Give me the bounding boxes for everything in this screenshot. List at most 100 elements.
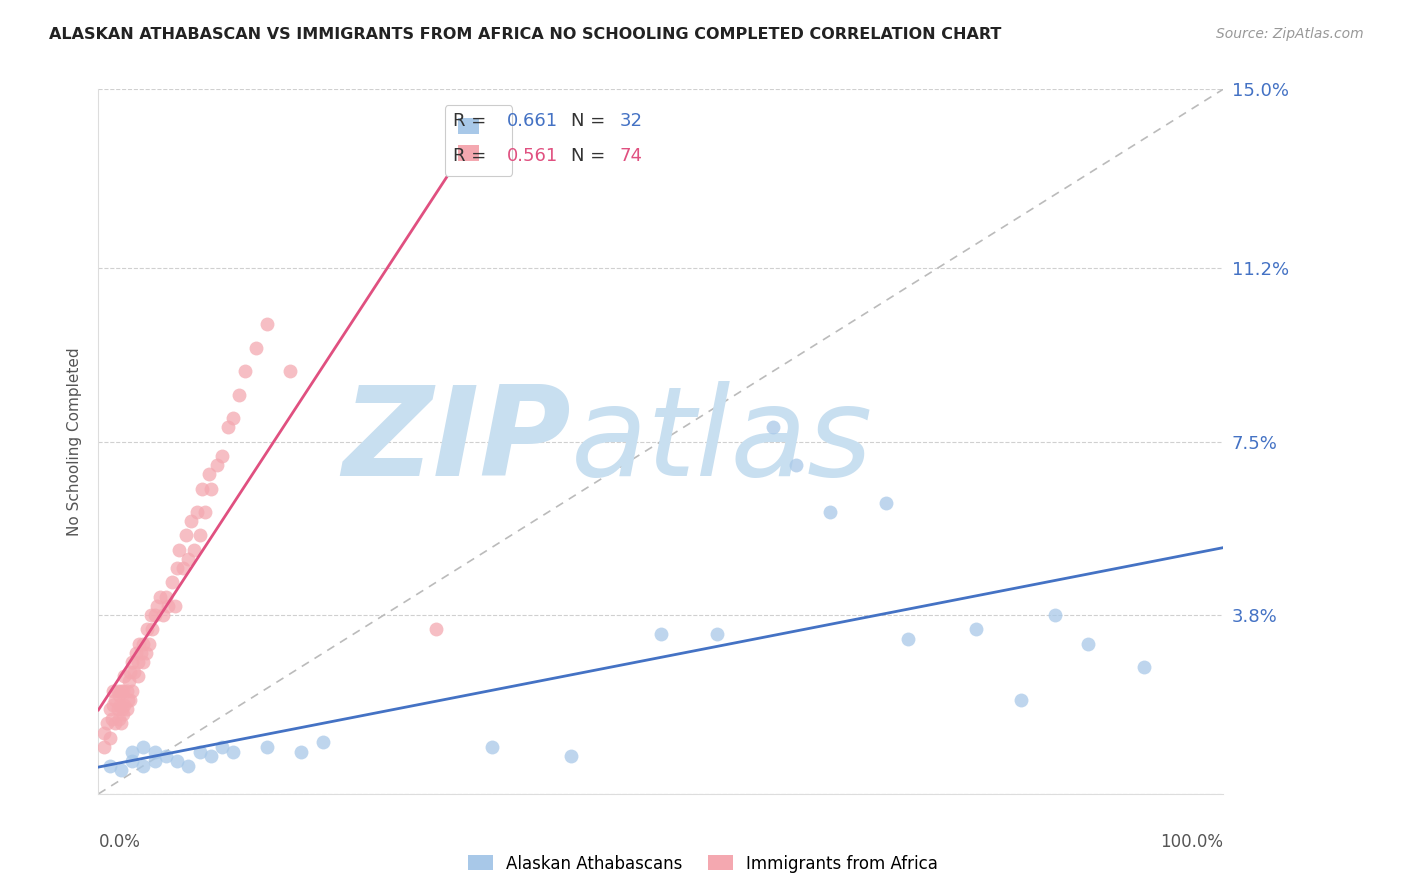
Point: [217, 420, 239, 434]
Point: [132, 739, 155, 754]
Point: [127, 669, 149, 683]
Point: [146, 599, 169, 613]
Point: [1043, 608, 1066, 623]
Text: R =: R =: [453, 112, 492, 130]
Point: [143, 754, 166, 768]
Point: [121, 683, 143, 698]
Point: [155, 590, 177, 604]
Text: 0.0%: 0.0%: [98, 832, 141, 851]
Point: [93, 739, 115, 754]
Point: [166, 561, 188, 575]
Point: [155, 749, 177, 764]
Point: [425, 623, 447, 637]
Point: [124, 646, 146, 660]
Legend:   ,   : ,: [444, 105, 512, 176]
Point: [121, 754, 143, 768]
Point: [163, 599, 186, 613]
Point: [188, 528, 211, 542]
Point: [312, 735, 335, 749]
Point: [127, 656, 149, 670]
Point: [107, 683, 129, 698]
Point: [143, 608, 166, 623]
Point: [112, 698, 135, 712]
Point: [174, 528, 197, 542]
Text: ZIP: ZIP: [342, 381, 571, 502]
Point: [191, 482, 214, 496]
Point: [108, 698, 131, 712]
Point: [222, 411, 245, 425]
Point: [98, 702, 121, 716]
Point: [233, 364, 256, 378]
Point: [115, 683, 138, 698]
Point: [180, 515, 202, 529]
Point: [160, 575, 183, 590]
Point: [104, 716, 127, 731]
Point: [96, 716, 118, 731]
Point: [172, 561, 194, 575]
Point: [897, 632, 920, 646]
Point: [135, 623, 157, 637]
Point: [110, 683, 132, 698]
Point: [818, 505, 841, 519]
Point: [110, 716, 132, 731]
Point: [132, 636, 155, 650]
Point: [107, 702, 129, 716]
Point: [118, 693, 141, 707]
Text: 0.661: 0.661: [506, 112, 558, 130]
Text: 0.561: 0.561: [506, 147, 558, 165]
Point: [152, 608, 174, 623]
Point: [141, 623, 163, 637]
Point: [132, 758, 155, 772]
Point: [194, 505, 217, 519]
Point: [228, 387, 250, 401]
Point: [157, 599, 180, 613]
Point: [141, 608, 163, 623]
Point: [143, 745, 166, 759]
Point: [117, 693, 139, 707]
Point: [98, 758, 121, 772]
Point: [200, 749, 222, 764]
Point: [118, 674, 141, 689]
Legend: Alaskan Athabascans, Immigrants from Africa: Alaskan Athabascans, Immigrants from Afr…: [461, 848, 945, 880]
Point: [93, 726, 115, 740]
Text: Source: ZipAtlas.com: Source: ZipAtlas.com: [1216, 27, 1364, 41]
Point: [211, 449, 233, 463]
Point: [177, 758, 200, 772]
Text: N =: N =: [571, 112, 610, 130]
Point: [481, 739, 503, 754]
Point: [104, 693, 127, 707]
Point: [124, 665, 146, 679]
Point: [211, 739, 233, 754]
Point: [129, 646, 152, 660]
Text: R =: R =: [453, 147, 492, 165]
Point: [101, 683, 124, 698]
Point: [121, 656, 143, 670]
Point: [762, 420, 785, 434]
Point: [112, 706, 135, 721]
Point: [112, 683, 135, 698]
Point: [256, 739, 278, 754]
Point: [101, 712, 124, 726]
Text: ALASKAN ATHABASCAN VS IMMIGRANTS FROM AFRICA NO SCHOOLING COMPLETED CORRELATION : ALASKAN ATHABASCAN VS IMMIGRANTS FROM AF…: [49, 27, 1001, 42]
Point: [98, 731, 121, 745]
Point: [115, 702, 138, 716]
Point: [112, 669, 135, 683]
Point: [183, 542, 205, 557]
Point: [197, 467, 219, 482]
Point: [290, 745, 312, 759]
Point: [128, 636, 150, 650]
Point: [132, 656, 155, 670]
Point: [188, 745, 211, 759]
Text: 32: 32: [619, 112, 643, 130]
Point: [650, 627, 672, 641]
Point: [1077, 636, 1099, 650]
Point: [875, 495, 897, 509]
Point: [1133, 660, 1156, 674]
Text: N =: N =: [571, 147, 610, 165]
Text: 74: 74: [619, 147, 643, 165]
Point: [245, 341, 267, 355]
Point: [965, 623, 987, 637]
Point: [149, 590, 172, 604]
Point: [166, 754, 188, 768]
Point: [256, 317, 278, 331]
